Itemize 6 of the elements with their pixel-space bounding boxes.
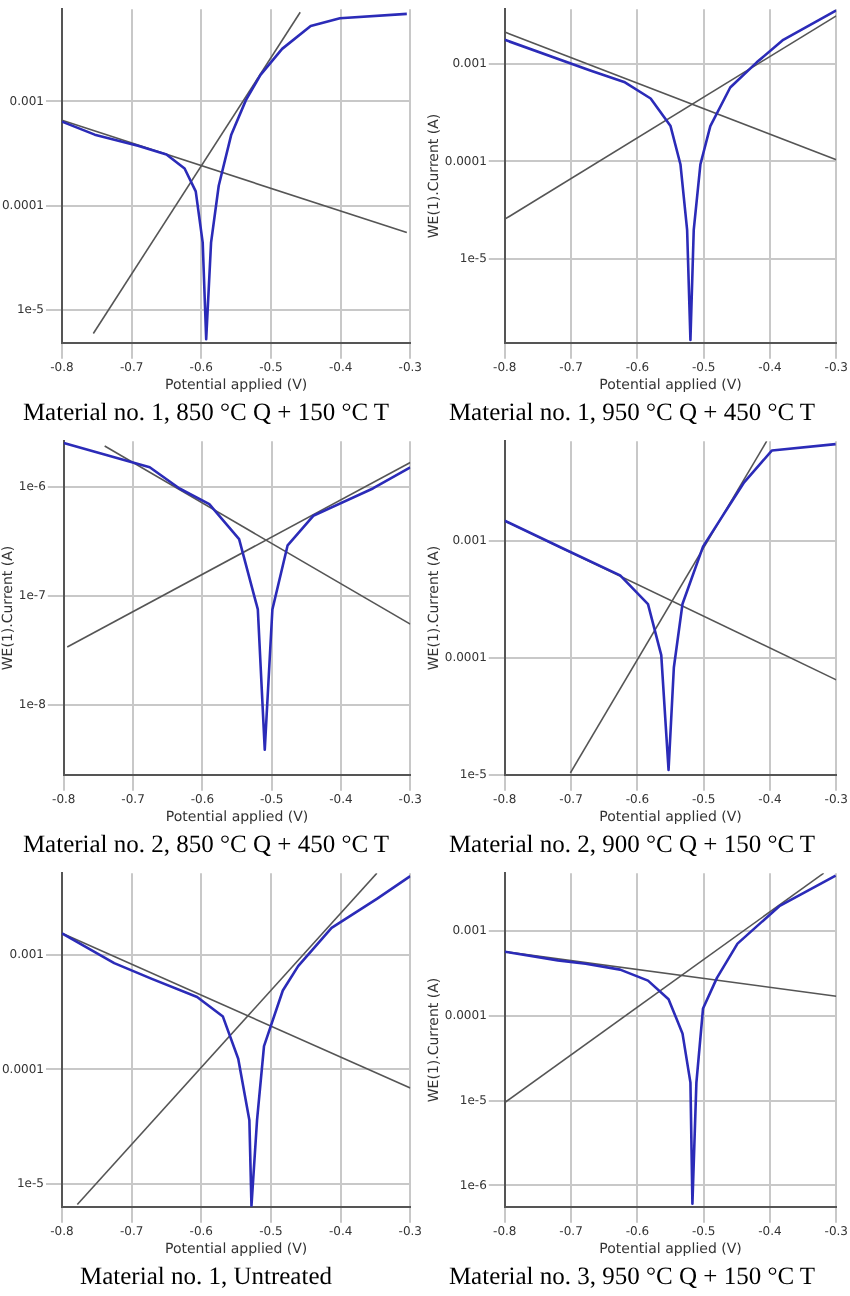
text: Material no. 1, 850 °C Q + 150 °C T bbox=[22, 397, 390, 426]
text: Material no. 1, 950 °C Q + 450 °C T bbox=[448, 397, 816, 426]
text: Material no. 2, 850 °C Q + 450 °C T bbox=[22, 829, 390, 858]
text: Material no. 3, 950 °C Q + 150 °C T bbox=[448, 1261, 816, 1290]
text: Material no. 1, Untreated bbox=[80, 1261, 334, 1290]
text: Material no. 2, 900 °C Q + 150 °C T bbox=[448, 829, 816, 858]
